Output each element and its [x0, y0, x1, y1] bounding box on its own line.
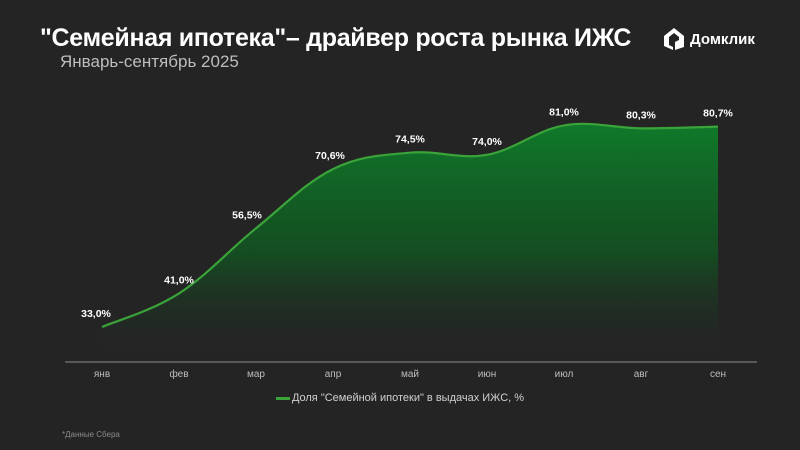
x-tick-label: июл	[555, 369, 574, 380]
series-line	[101, 122, 719, 329]
data-label: 56,5%	[232, 209, 262, 221]
footnote: *Данные Сбера	[62, 430, 120, 439]
x-tick-label: апр	[325, 369, 342, 380]
chart-subtitle: Январь-сентябрь 2025	[60, 52, 239, 71]
x-tick-label: мар	[247, 369, 265, 380]
logo-text: Домклик	[690, 30, 755, 48]
data-label: 74,0%	[472, 136, 502, 148]
x-tick-label: янв	[94, 369, 110, 380]
data-label: 33,0%	[81, 308, 111, 320]
legend-label: Доля "Семейной ипотеки" в выдачах ИЖС, %	[291, 392, 525, 404]
house-icon	[664, 28, 684, 50]
series-area	[102, 123, 718, 360]
data-label: 81,0%	[549, 106, 579, 118]
x-tick-label: сен	[710, 369, 726, 380]
data-label: 80,3%	[626, 109, 656, 121]
domclick-logo[interactable]: Домклик	[663, 27, 755, 51]
data-label: 74,5%	[395, 134, 425, 146]
x-tick-label: авг	[634, 369, 649, 380]
x-tick-label: июн	[478, 369, 497, 380]
legend: Доля "Семейной ипотеки" в выдачах ИЖС, %	[0, 392, 800, 404]
data-label: 41,0%	[164, 274, 194, 286]
data-label: 70,6%	[315, 150, 345, 162]
data-label: 80,7%	[703, 108, 733, 120]
legend-swatch	[275, 396, 290, 400]
x-tick-label: фев	[169, 368, 188, 380]
chart-title: "Семейная ипотека"– драйвер роста рынка …	[40, 24, 632, 52]
x-tick-label: май	[401, 369, 419, 380]
